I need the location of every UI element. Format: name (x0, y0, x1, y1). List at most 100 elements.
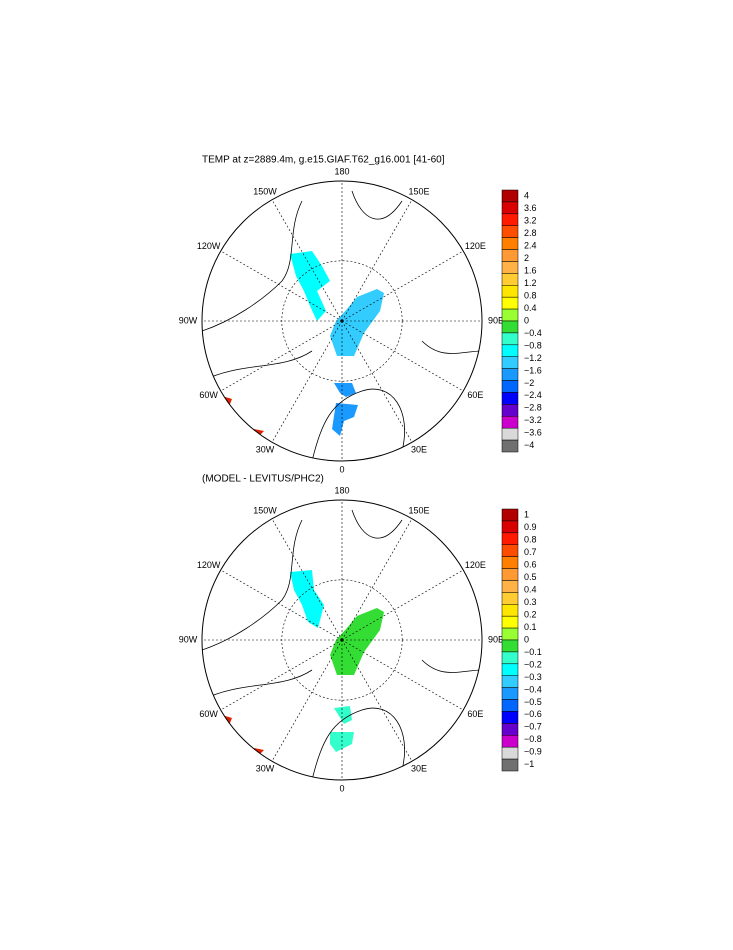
colorbar-box (501, 532, 519, 545)
colorbar-label: −0.3 (524, 672, 542, 682)
longitude-label: 120E (465, 241, 486, 251)
colorbar-label: −0.1 (524, 647, 542, 657)
colorbar-label: −1 (524, 759, 534, 769)
colorbar-box (501, 758, 519, 772)
anomaly-region (332, 383, 358, 436)
colorbar-label: 0.5 (524, 572, 537, 582)
longitude-label: 30E (411, 444, 427, 454)
longitude-label: 60W (199, 390, 218, 400)
meridian (271, 518, 343, 641)
longitude-label: 150W (253, 186, 277, 196)
colorbar-label: −0.5 (524, 697, 542, 707)
colorbar-box (501, 237, 519, 250)
map-panel: TEMP at z=2889.4m, g.e15.GIAF.T62_g16.00… (179, 155, 542, 475)
longitude-label: 90E (488, 634, 504, 644)
colorbar-label: −2.4 (524, 390, 542, 400)
colorbar-label: −0.8 (524, 734, 542, 744)
colorbar-box (501, 201, 519, 215)
colorbar-label: −0.6 (524, 709, 542, 719)
longitude-label: 180 (334, 485, 349, 495)
longitude-label: 90E (488, 315, 504, 325)
colorbar-box (501, 592, 519, 605)
anomaly-region (290, 570, 324, 628)
colorbar-box (501, 735, 519, 748)
colorbar-label: 0.1 (524, 622, 537, 632)
colorbar-label: −2 (524, 378, 534, 388)
colorbar-box (501, 675, 519, 688)
colorbar-label: −1.2 (524, 353, 542, 363)
panel-title: (MODEL - LEVITUS/PHC2) (202, 474, 324, 485)
colorbar-box (501, 368, 519, 381)
meridian (220, 639, 343, 711)
longitude-label: 90W (179, 634, 198, 644)
meridian (341, 320, 413, 443)
colorbar-label: 3.2 (524, 216, 537, 226)
colorbar-box (501, 544, 519, 557)
longitude-label: 0 (339, 464, 344, 474)
colorbar-box (501, 639, 519, 653)
colorbar-label: 0.6 (524, 560, 537, 570)
colorbar-box (501, 699, 519, 712)
longitude-label: 150E (408, 186, 429, 196)
colorbar-box (501, 663, 519, 676)
colorbar-box (501, 556, 519, 569)
longitude-label: 30W (256, 763, 275, 773)
meridian (271, 199, 343, 322)
longitude-label: 90W (179, 315, 198, 325)
colorbar-box (501, 380, 519, 393)
colorbar-label: 3.6 (524, 203, 537, 213)
colorbar-box (501, 285, 519, 298)
colorbar-label: 2.4 (524, 241, 537, 251)
colorbar-box (501, 392, 519, 405)
longitude-label: 30E (411, 763, 427, 773)
colorbar-label: 0 (524, 634, 529, 644)
colorbar-box (501, 723, 519, 736)
colorbar-box (501, 213, 519, 226)
longitude-label: 60E (467, 709, 483, 719)
longitude-label: 120W (197, 560, 221, 570)
colorbar-box (501, 416, 519, 429)
map-boundary (201, 499, 483, 781)
map-boundary (201, 180, 483, 462)
meridian (220, 569, 343, 641)
meridian (341, 639, 464, 711)
colorbar-box (501, 356, 519, 369)
colorbar-label: 0.9 (524, 522, 537, 532)
coastline (202, 190, 482, 461)
colorbar-box (501, 249, 519, 262)
colorbar-label: −0.4 (524, 328, 542, 338)
colorbar-box (501, 332, 519, 346)
map-panel: (MODEL - LEVITUS/PHC2) 180 150E 120E 90E 60E 3… (179, 474, 542, 794)
colorbar-box (501, 261, 519, 274)
colorbar-label: 0.8 (524, 290, 537, 300)
panel-title: TEMP at z=2889.4m, g.e15.GIAF.T62_g16.00… (202, 155, 445, 166)
colorbar-label: 1.2 (524, 278, 537, 288)
longitude-label: 0 (339, 783, 344, 793)
colorbar-label: 0.4 (524, 584, 537, 594)
longitude-label: 60W (199, 709, 218, 719)
colorbar-label: −0.9 (524, 747, 542, 757)
colorbar-box (501, 568, 519, 581)
colorbar-label: 0.2 (524, 609, 537, 619)
colorbar-label: −0.4 (524, 684, 542, 694)
colorbar-box (501, 604, 519, 617)
colorbar-label: −0.7 (524, 722, 542, 732)
colorbar-label: 2.8 (524, 228, 537, 238)
meridian (341, 320, 464, 392)
colorbar-label: −0.2 (524, 659, 542, 669)
colorbar-box (501, 580, 519, 593)
colorbar-label: 0.8 (524, 535, 537, 545)
colorbar-box (501, 320, 519, 334)
meridian (271, 639, 343, 762)
anomaly-region (290, 251, 330, 321)
colorbar-box (501, 427, 519, 441)
longitude-label: 120E (465, 560, 486, 570)
coastline (202, 509, 482, 780)
meridian (341, 199, 413, 322)
meridian (341, 639, 413, 762)
longitude-label: 150E (408, 505, 429, 515)
colorbar-label: 0.7 (524, 547, 537, 557)
longitude-label: 60E (467, 390, 483, 400)
colorbar-label: 0.4 (524, 303, 537, 313)
colorbar-box (501, 404, 519, 417)
